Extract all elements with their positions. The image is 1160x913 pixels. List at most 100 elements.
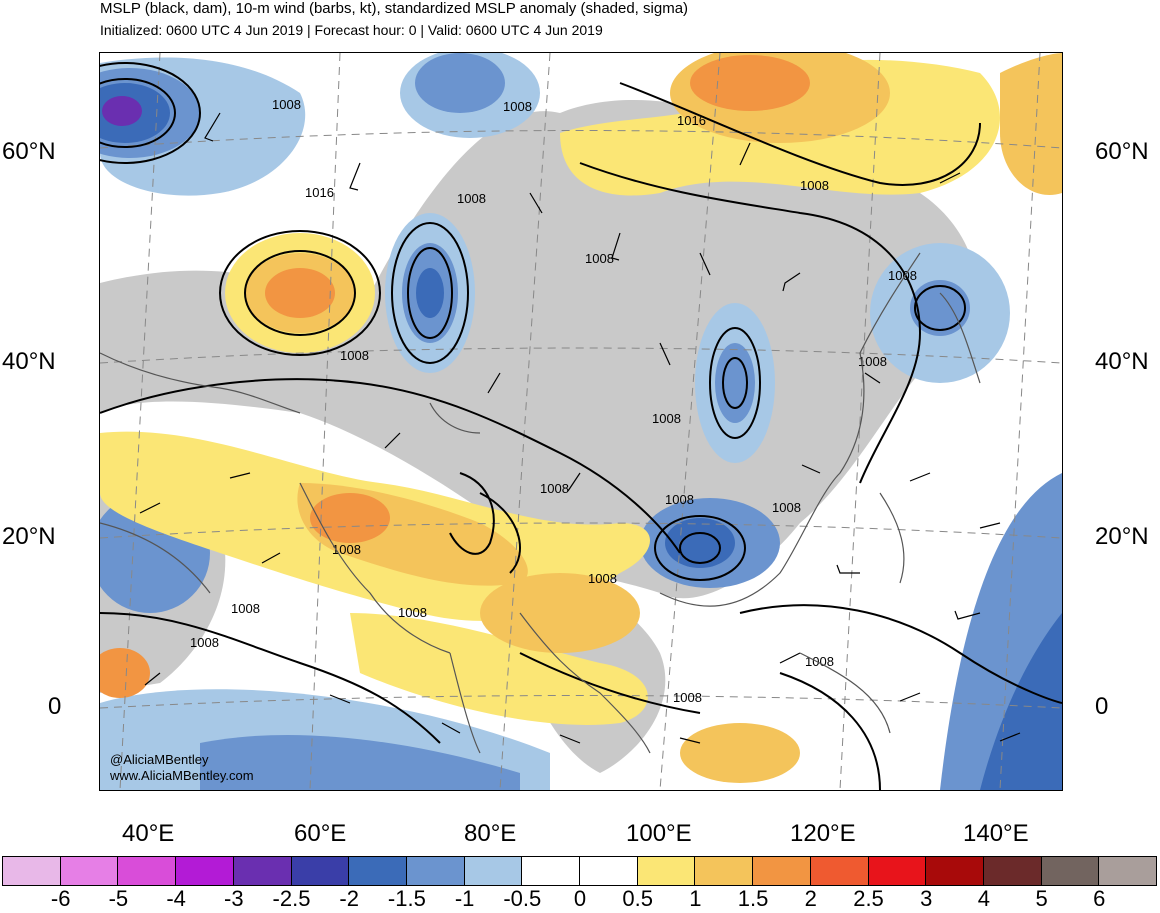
colorbar-swatch (982, 856, 1042, 886)
colorbar-swatch (521, 856, 581, 886)
colorbar-swatch (867, 856, 927, 886)
contour-labels: 1008 1008 1016 1008 1016 1008 1008 1008 … (190, 97, 917, 705)
colorbar-swatch (232, 856, 292, 886)
contour-label: 1016 (677, 113, 706, 128)
contour-label: 1008 (231, 601, 260, 616)
contour-label: 1008 (805, 654, 834, 669)
lon-label: 40°E (122, 820, 175, 847)
colorbar-tick-label: -0.5 (503, 886, 542, 911)
lat-label-left: 40°N (2, 348, 56, 375)
colorbar-tick-label: 0 (573, 886, 587, 911)
anomaly-yellow-java (680, 723, 800, 783)
anomaly-blue-japan-core (910, 280, 970, 336)
lat-label-left: 20°N (2, 523, 56, 550)
colorbar-tick-label: 2.5 (853, 886, 884, 911)
colorbar-swatch (405, 856, 465, 886)
lon-label: 100°E (626, 820, 692, 847)
colorbar-swatch (348, 856, 407, 886)
contour-label: 1008 (398, 605, 427, 620)
colorbar-tick-label: 2 (804, 886, 817, 911)
colorbar-tick-label: -6 (50, 886, 71, 911)
contour-label: 1008 (772, 500, 801, 515)
colorbar-swatch (752, 856, 811, 886)
anomaly-orange-africa (100, 648, 150, 698)
contour-label: 1008 (457, 191, 486, 206)
anomaly-blue-caspian-core2 (416, 268, 444, 318)
chart-subtitle: Initialized: 0600 UTC 4 Jun 2019 | Forec… (100, 22, 603, 38)
colorbar-swatch (290, 856, 350, 886)
lon-label: 60°E (294, 820, 347, 847)
colorbar-swatch (59, 856, 119, 886)
colorbar-swatch (463, 856, 523, 886)
colorbar-tick-label: -2 (339, 886, 359, 911)
contour-label: 1008 (665, 492, 694, 507)
contour-label: 1008 (332, 542, 361, 557)
colorbar-swatch (636, 856, 696, 886)
colorbar-swatch (694, 856, 754, 886)
contour-label: 1008 (340, 348, 369, 363)
map-panel: 1008 1008 1016 1008 1016 1008 1008 1008 … (99, 52, 1063, 791)
colorbar (2, 856, 1158, 886)
contour-label: 1008 (858, 354, 887, 369)
anomaly-blue-nw-core3 (102, 96, 142, 126)
lon-label: 140°E (963, 820, 1029, 847)
lat-label-right: 20°N (1095, 523, 1149, 550)
colorbar-tick-label: -1.5 (387, 886, 426, 911)
colorbar-swatch (2, 856, 61, 886)
colorbar-tick-label: 1 (689, 886, 702, 911)
colorbar-tick-label: -4 (166, 886, 186, 911)
contour-label: 1008 (585, 251, 614, 266)
colorbar-tick-label: 6 (1093, 886, 1106, 911)
lat-label-left: 0 (48, 693, 62, 720)
contour-label: 1008 (652, 411, 681, 426)
lon-label: 120°E (790, 820, 856, 847)
colorbar-tick-label: -3 (224, 886, 244, 911)
contour-label: 1008 (673, 690, 702, 705)
contour-label: 1008 (800, 178, 829, 193)
colorbar-tick-label: -2.5 (272, 886, 311, 911)
anomaly-orange-tibet-core (310, 493, 390, 543)
contour-label: 1008 (588, 571, 617, 586)
colorbar-swatch (925, 856, 984, 886)
colorbar-tick-label: -5 (108, 886, 129, 911)
colorbar-swatch (175, 856, 234, 886)
anomaly-orange-siberia-core (690, 55, 810, 111)
colorbar-swatch (809, 856, 869, 886)
colorbar-swatch (579, 856, 638, 886)
map-canvas: 1008 1008 1016 1008 1016 1008 1008 1008 … (100, 53, 1062, 790)
colorbar-tick-label: 3 (920, 886, 933, 911)
anomaly-blue-scs-core (665, 518, 735, 568)
anomaly-blue-indian-ocean-core (200, 734, 520, 790)
colorbar-swatch (1098, 856, 1158, 886)
isobars (100, 62, 1062, 790)
colorbar-tick-label: 5 (1035, 886, 1048, 911)
contour-label: 1008 (190, 635, 219, 650)
contour-label: 1008 (540, 481, 569, 496)
colorbar-tick-label: 4 (977, 886, 991, 911)
contour-label: 1008 (888, 268, 917, 283)
anomaly-blue-north-core (415, 53, 505, 113)
colorbar-tick-label: 1.5 (737, 886, 769, 911)
coastlines (100, 252, 981, 754)
lon-label: 80°E (464, 820, 517, 847)
contour-label: 1008 (503, 99, 532, 114)
anomaly-yellow-bengal (350, 613, 648, 725)
credit-url: www.AliciaMBentley.com (110, 768, 254, 783)
lat-label-left: 60°N (2, 138, 56, 165)
wind-barbs (139, 112, 1021, 744)
lat-label-right: 60°N (1095, 138, 1149, 165)
colorbar-tick-label: 0.5 (622, 886, 653, 911)
anomaly-orange-bengal (480, 573, 640, 653)
anomaly-blue-pacific-east-core (980, 613, 1062, 790)
contour-label: 1008 (272, 97, 301, 112)
colorbar-swatch (117, 856, 177, 886)
graticule (100, 53, 1062, 790)
colorbar-swatch (1040, 856, 1100, 886)
anomaly-orange-blacksea-core (265, 268, 335, 318)
anomaly-yellow-ne (1000, 53, 1062, 195)
chart-title: MSLP (black, dam), 10-m wind (barbs, kt)… (100, 0, 689, 17)
colorbar-tick-label: -1 (454, 886, 475, 911)
land-region-asia (100, 100, 977, 599)
lat-label-right: 40°N (1095, 348, 1149, 375)
anomaly-blue-mongolia-core (715, 343, 755, 423)
